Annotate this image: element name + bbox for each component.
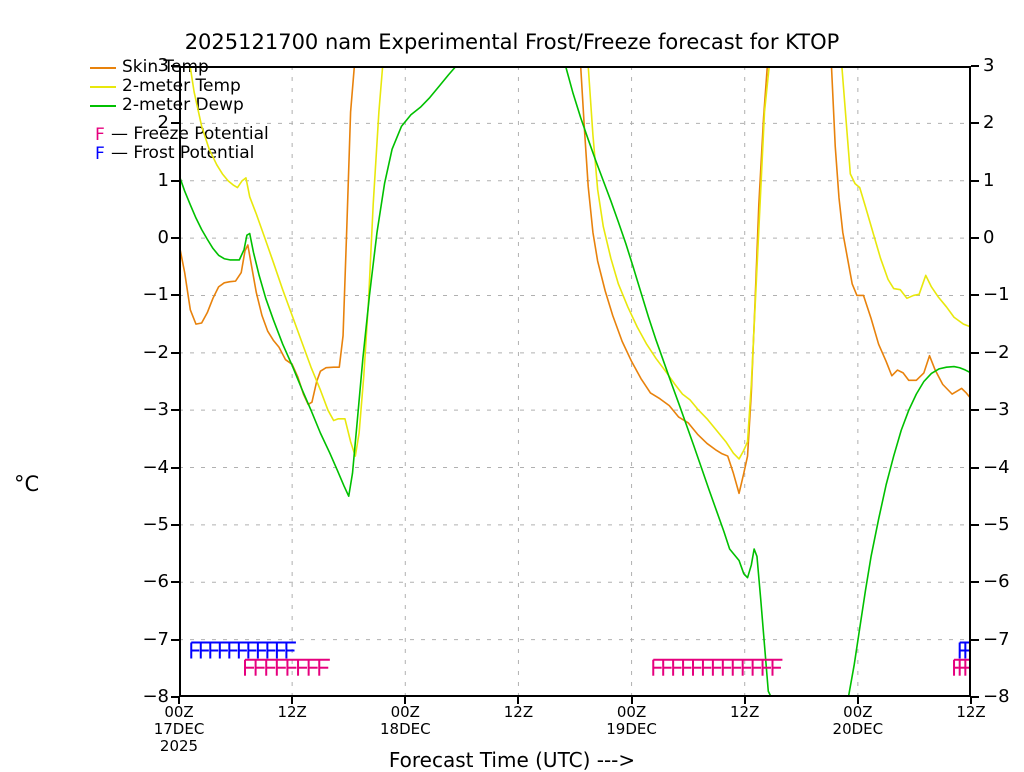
legend-label-frost-potential: — Frost Potential xyxy=(111,143,255,163)
y-axis-tick-mark xyxy=(171,638,179,641)
x-axis-tick-label: 12Z xyxy=(277,703,307,721)
chart-svg xyxy=(179,66,971,697)
page-title: 2025121700 nam Experimental Frost/Freeze… xyxy=(184,30,840,54)
x-axis-tick-mark xyxy=(291,697,294,704)
y-axis-tick-mark xyxy=(971,523,979,526)
potential-marker-group xyxy=(244,658,330,676)
y-axis-tick-mark xyxy=(971,294,979,297)
legend: Skin Temp 2-meter Temp 2-meter Dewp F — … xyxy=(90,58,420,164)
y-axis-tick-label-right: 1 xyxy=(983,169,995,191)
legend-item-freeze-potential: F — Freeze Potential xyxy=(95,124,420,145)
legend-label-skin-temp: Skin Temp xyxy=(122,57,209,77)
y-axis-tick-mark xyxy=(171,237,179,240)
legend-label-2m-dewp: 2-meter Dewp xyxy=(122,95,244,115)
y-axis-tick-label-right: −7 xyxy=(983,628,1010,650)
x-axis-tick-date: 18DEC xyxy=(379,720,431,738)
y-axis-tick-mark xyxy=(971,351,979,354)
y-axis-tick-mark xyxy=(171,122,179,125)
legend-item-2m-dewp: 2-meter Dewp xyxy=(90,96,420,115)
y-axis-tick-mark xyxy=(971,638,979,641)
y-axis-tick-label-right: −2 xyxy=(983,341,1010,363)
y-axis-tick-label-right: −3 xyxy=(983,399,1010,421)
x-axis-tick-label: 00Z xyxy=(616,703,647,721)
y-axis-tick-label-right: −6 xyxy=(983,571,1010,593)
y-axis-tick-label-right: 3 xyxy=(983,55,995,76)
legend-item-2m-temp: 2-meter Temp xyxy=(90,77,420,96)
y-axis-tick-mark xyxy=(171,696,179,698)
potential-marker-group xyxy=(953,658,971,676)
x-axis-tick-mark xyxy=(517,697,520,704)
y-axis-tick-label-right: 0 xyxy=(983,227,995,249)
y-axis-tick-mark xyxy=(971,122,979,125)
x-axis-tick-mark xyxy=(178,697,180,704)
y-axis-tick-mark xyxy=(971,696,979,698)
y-axis-tick-label-right: −5 xyxy=(983,513,1010,535)
y-axis-tick-mark xyxy=(171,581,179,584)
y-axis-tick-label-left: −4 xyxy=(142,456,169,478)
y-axis-tick-mark xyxy=(171,294,179,297)
x-axis-tick-date: 19DEC xyxy=(606,720,657,738)
x-axis-tick-label: 12Z xyxy=(730,703,760,721)
legend-item-skin-temp: Skin Temp xyxy=(90,58,420,77)
series-group xyxy=(179,66,971,697)
y-axis-tick-label-right: 2 xyxy=(983,112,995,134)
y-axis-tick-mark xyxy=(971,65,979,67)
x-axis-tick-date: 17DEC xyxy=(153,720,205,738)
plot-area xyxy=(179,66,971,697)
x-axis-tick-label: 00Z xyxy=(390,703,420,721)
y-axis-tick-mark xyxy=(171,179,179,182)
y-axis-tick-label-left: −1 xyxy=(142,284,169,306)
y-axis-tick-label-right: −1 xyxy=(983,284,1010,306)
x-axis-tick-label: 12Z xyxy=(956,703,986,721)
y-axis-tick-mark xyxy=(971,237,979,240)
series-line-2-meter-temp xyxy=(189,66,971,460)
y-axis-tick-mark xyxy=(971,466,979,469)
plot-frame xyxy=(179,66,971,697)
y-axis-tick-mark xyxy=(171,351,179,354)
x-axis-tick-mark xyxy=(404,697,407,704)
y-axis-tick-label-left: −6 xyxy=(142,571,169,593)
legend-item-frost-potential: F — Frost Potential xyxy=(95,143,420,164)
legend-label-freeze-potential: — Freeze Potential xyxy=(111,124,269,144)
y-axis-tick-label-left: −3 xyxy=(142,399,169,421)
freeze-potential-f-icon: F xyxy=(95,124,105,145)
x-axis-tick-label: 00Z xyxy=(843,703,873,721)
legend-label-2m-temp: 2-meter Temp xyxy=(122,76,241,96)
x-axis-tick-mark xyxy=(970,697,972,704)
legend-swatch-2m-temp xyxy=(90,85,116,88)
series-line-2-meter-dewp xyxy=(179,66,971,697)
y-axis-label: °C xyxy=(14,472,40,496)
y-axis-tick-label-left: −5 xyxy=(142,513,169,535)
y-axis-tick-mark xyxy=(971,581,979,584)
series-line-skin-temp xyxy=(179,66,971,495)
y-axis-tick-label-left: −7 xyxy=(142,628,169,650)
y-axis-tick-mark xyxy=(171,523,179,526)
potential-marker-group xyxy=(652,658,783,676)
x-axis-tick-label: 12Z xyxy=(503,703,534,721)
y-axis-tick-label-left: 0 xyxy=(157,227,169,249)
y-axis-tick-mark xyxy=(171,409,179,412)
y-axis-tick-label-left: 2 xyxy=(157,112,169,134)
x-axis-tick-date: 20DEC xyxy=(832,720,884,738)
y-axis-tick-label-left: 3 xyxy=(157,55,169,76)
y-axis-tick-mark xyxy=(171,65,179,67)
legend-swatch-2m-dewp xyxy=(90,104,116,107)
legend-swatch-skin-temp xyxy=(90,66,116,69)
y-axis-tick-mark xyxy=(171,466,179,469)
x-axis-tick-mark xyxy=(743,697,746,704)
y-axis-tick-mark xyxy=(971,179,979,182)
y-axis-tick-label-left: 1 xyxy=(157,169,169,191)
frost-potential-f-icon: F xyxy=(95,143,105,164)
y-axis-tick-label-left: −2 xyxy=(142,341,169,363)
y-axis-tick-label-right: −8 xyxy=(983,686,1010,707)
y-axis-tick-label-left: −8 xyxy=(142,686,169,707)
x-axis-tick-mark xyxy=(630,697,633,704)
y-axis-tick-mark xyxy=(971,409,979,412)
x-axis-year-label: 2025 xyxy=(159,737,199,755)
potential-marker-group xyxy=(190,641,296,659)
x-axis-tick-mark xyxy=(856,697,859,704)
y-axis-tick-label-right: −4 xyxy=(983,456,1010,478)
x-axis-tick-label: 00Z xyxy=(164,703,194,721)
